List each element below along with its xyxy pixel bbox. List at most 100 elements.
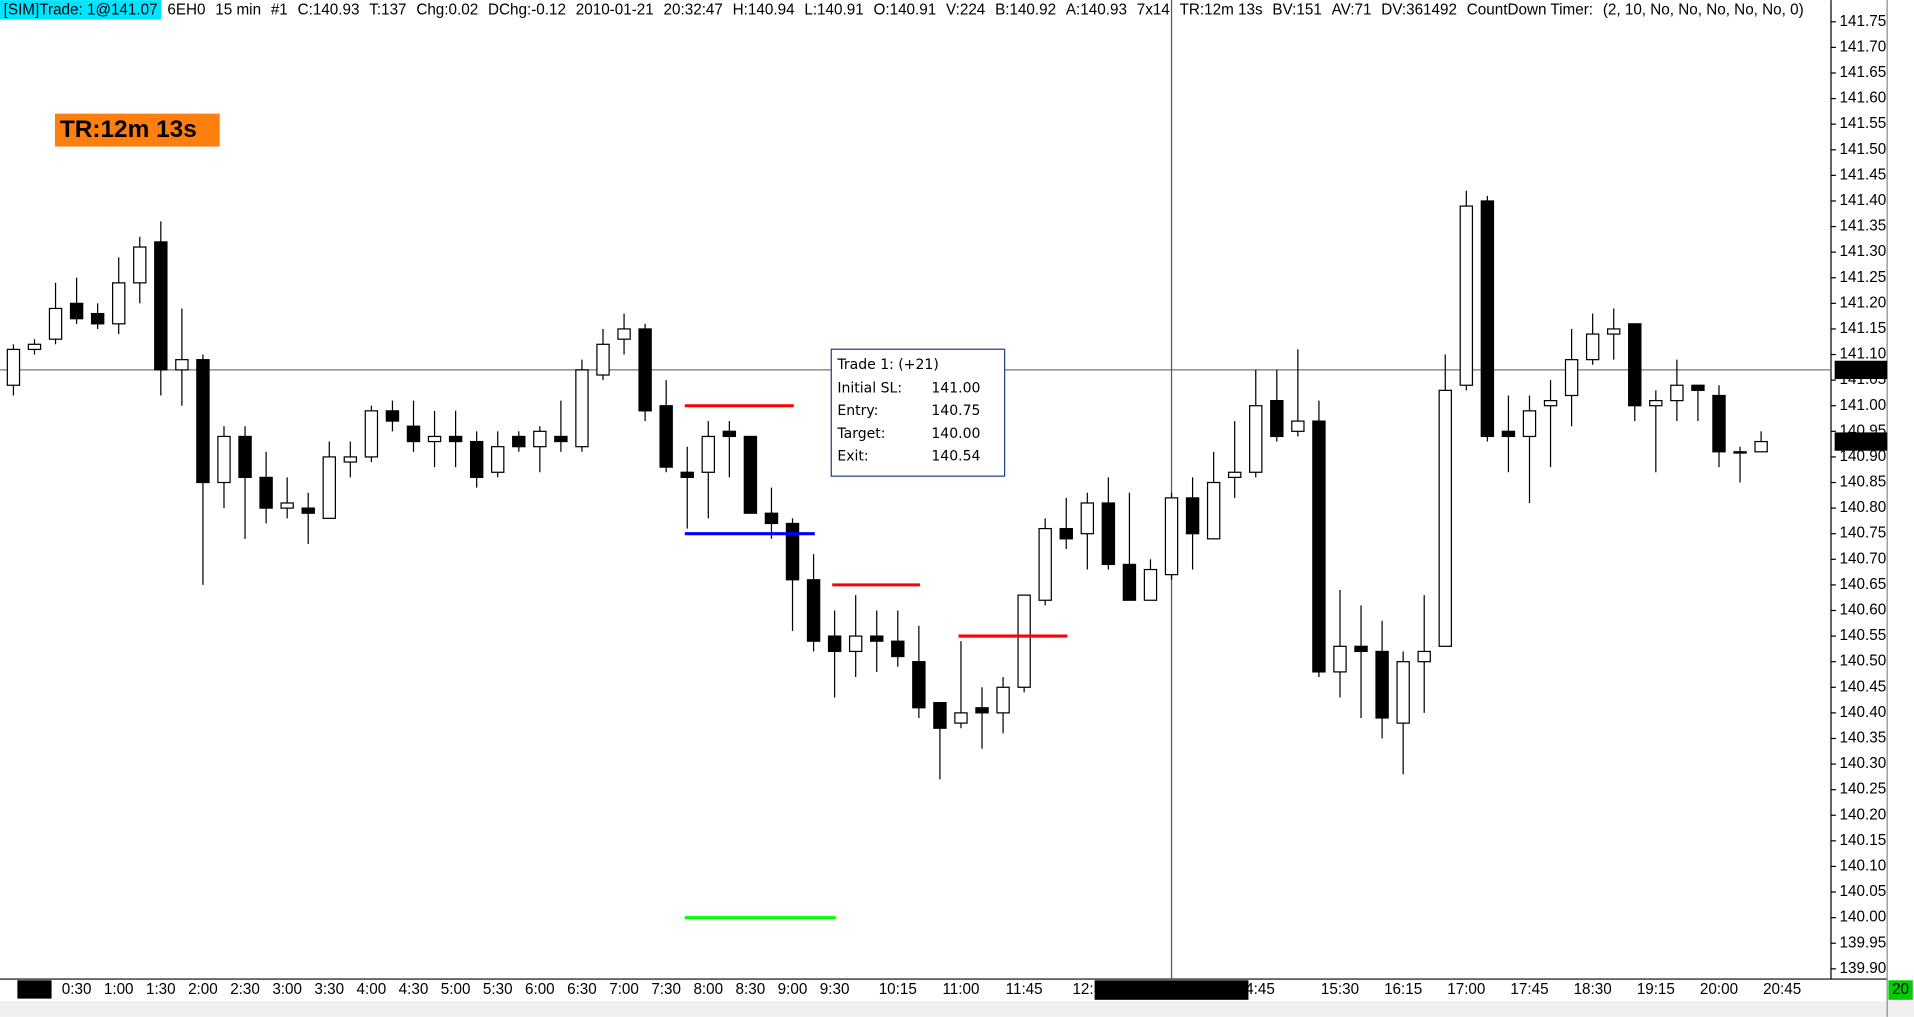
y-tick-label: 140.00 bbox=[1840, 909, 1887, 926]
trade-box-label: Entry: bbox=[837, 403, 878, 419]
candle-body bbox=[680, 471, 694, 479]
header-item: Chg:0.02 bbox=[416, 2, 478, 19]
header-highlight bbox=[0, 0, 162, 20]
candle-body bbox=[1101, 502, 1116, 566]
trade-box-value: 140.75 bbox=[931, 403, 980, 419]
x-tick-label: 6:00 bbox=[525, 981, 555, 998]
candle-body bbox=[975, 707, 989, 714]
bar-counter-box bbox=[1888, 980, 1913, 1000]
y-tick-label: 141.10 bbox=[1840, 346, 1887, 363]
y-tick-label: 140.10 bbox=[1840, 857, 1887, 874]
header-item: #1 bbox=[271, 2, 288, 19]
trade-box-label: Exit: bbox=[837, 449, 868, 465]
header-item: V:224 bbox=[946, 2, 986, 19]
candle-body bbox=[933, 702, 947, 729]
trade-box: Trade 1: (+21) Initial SL: 141.00 Entry: 140… bbox=[830, 348, 1006, 477]
x-tick-label: 3:00 bbox=[272, 981, 302, 998]
y-tick-label: 140.65 bbox=[1840, 576, 1887, 593]
header-item: C:140.93 bbox=[298, 2, 360, 19]
x-tick-label: 17:45 bbox=[1510, 981, 1548, 998]
x-tick-label: 11:00 bbox=[942, 981, 979, 998]
last-price-label-box bbox=[1834, 432, 1888, 451]
x-tick-label: 5:30 bbox=[483, 981, 513, 998]
x-tick-label: 16:15 bbox=[1384, 981, 1422, 998]
header-item: 6EH0 bbox=[167, 2, 205, 19]
candle-body bbox=[27, 343, 42, 351]
header-item: [SIM]Trade: 1@141.07 bbox=[4, 2, 158, 19]
trade-box-label: Target: bbox=[836, 426, 885, 442]
candle-body bbox=[1564, 359, 1579, 397]
y-tick-label: 140.75 bbox=[1840, 525, 1887, 542]
trade-box-value: 141.00 bbox=[931, 380, 980, 396]
candle-body bbox=[659, 405, 673, 468]
candle-body bbox=[638, 328, 652, 412]
y-tick-label: 141.70 bbox=[1840, 38, 1887, 55]
header-item: B:140.92 bbox=[995, 2, 1056, 19]
candle-body bbox=[596, 343, 610, 376]
candle-body bbox=[1438, 389, 1452, 647]
candle-body bbox=[111, 282, 126, 325]
crosshair-price-label: 141.07 bbox=[1838, 361, 1885, 378]
x-label-highlight bbox=[17, 980, 52, 999]
candle-body bbox=[1522, 410, 1537, 438]
x-tick-label: 1/21 bbox=[20, 981, 50, 998]
candle-body bbox=[1291, 420, 1305, 432]
y-tick-label: 140.70 bbox=[1840, 550, 1887, 567]
y-tick-label: 140.25 bbox=[1840, 781, 1887, 798]
y-tick-label: 141.50 bbox=[1840, 141, 1887, 158]
x-tick-label: 8:30 bbox=[736, 981, 766, 998]
header-item: CountDown Timer: bbox=[1467, 2, 1593, 19]
x-tick-label: 17:00 bbox=[1447, 981, 1485, 998]
y-tick-label: 139.90 bbox=[1840, 960, 1887, 977]
candle-body bbox=[1206, 481, 1221, 540]
trade-box-title: Trade 1: (+21) bbox=[836, 357, 938, 373]
candle-body bbox=[1354, 645, 1368, 653]
candle-body bbox=[1691, 384, 1705, 391]
candle-body bbox=[1249, 405, 1263, 473]
candle-body bbox=[1733, 451, 1747, 454]
y-tick-label: 139.95 bbox=[1840, 934, 1887, 951]
header-item: H:140.94 bbox=[733, 2, 795, 19]
footer-strip bbox=[0, 1001, 1914, 1017]
y-tick-label: 141.75 bbox=[1840, 13, 1887, 30]
x-tick-label: 3:30 bbox=[314, 981, 344, 998]
y-tick-label: 141.00 bbox=[1840, 397, 1887, 414]
candle-body bbox=[238, 435, 252, 479]
y-tick-label: 141.65 bbox=[1840, 64, 1887, 81]
candle-body bbox=[701, 435, 716, 473]
x-tick-label: 15:30 bbox=[1321, 981, 1359, 998]
header-item: (2, 10, No, No, No, No, No, 0) bbox=[1603, 2, 1804, 19]
candle-body bbox=[196, 359, 210, 484]
last-price-label: 140.93 bbox=[1838, 433, 1885, 450]
y-tick-label: 141.45 bbox=[1840, 166, 1887, 183]
header-item: DV:361492 bbox=[1381, 2, 1457, 19]
candle-body bbox=[1585, 333, 1600, 361]
header-item: A:140.93 bbox=[1066, 2, 1127, 19]
candle-body bbox=[1754, 440, 1768, 453]
header-item: AV:71 bbox=[1332, 2, 1372, 19]
y-tick-label: 141.15 bbox=[1840, 320, 1887, 337]
candle-body bbox=[848, 635, 863, 653]
crosshair-time-box bbox=[1094, 980, 1249, 1000]
timer-box bbox=[54, 113, 220, 147]
candle-body bbox=[533, 430, 547, 448]
candle-body bbox=[448, 435, 463, 443]
candle-body bbox=[1628, 323, 1642, 407]
y-tick-label: 140.85 bbox=[1840, 474, 1887, 491]
candle-body bbox=[1164, 497, 1179, 576]
x-tick-label: 2:30 bbox=[230, 981, 260, 998]
candle-body bbox=[385, 410, 400, 422]
y-tick-label: 141.35 bbox=[1840, 218, 1887, 235]
candle-body bbox=[364, 410, 379, 458]
x-tick-label: 5:00 bbox=[441, 981, 471, 998]
y-tick-label: 140.45 bbox=[1840, 678, 1887, 695]
y-tick-label: 140.30 bbox=[1840, 755, 1887, 772]
y-tick-label: 140.80 bbox=[1840, 499, 1887, 516]
header-item: DChg:-0.12 bbox=[488, 2, 566, 19]
trade-box-value: 140.54 bbox=[931, 449, 980, 465]
candle-body bbox=[617, 328, 631, 340]
candle-body bbox=[343, 456, 358, 463]
x-tick-label: 1:00 bbox=[104, 981, 134, 998]
